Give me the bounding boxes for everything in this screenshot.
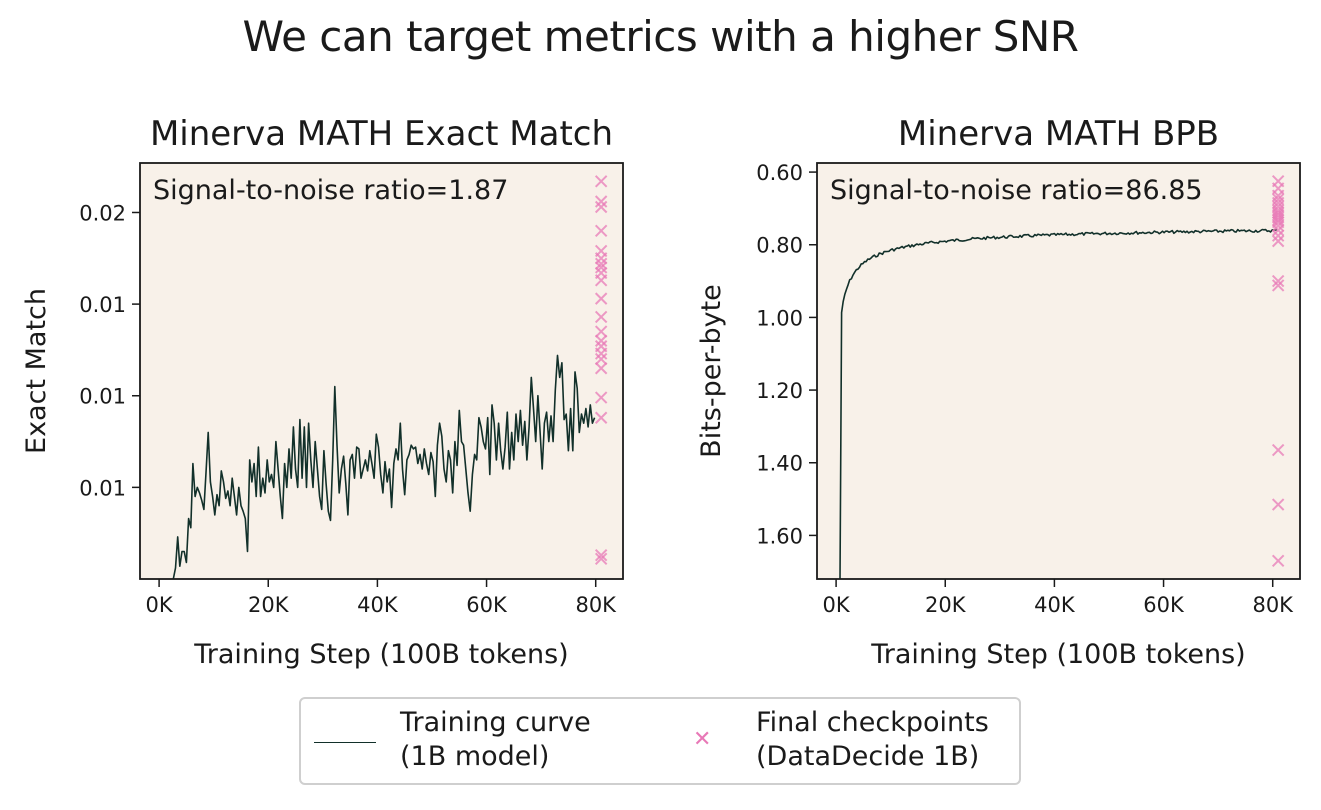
em-final-checkpoint-marker xyxy=(594,274,608,287)
bpb-final-checkpoint-marker xyxy=(1271,443,1285,457)
em-final-checkpoint-marker xyxy=(594,411,608,424)
bpb-final-checkpoint-marker xyxy=(1271,229,1285,242)
bpb-x-tick-label: 0K xyxy=(823,593,851,617)
em-x-tick-label: 0K xyxy=(146,593,174,617)
em-final-checkpoint-marker xyxy=(594,391,608,404)
em-final-checkpoint-marker xyxy=(594,310,608,324)
em-y-tick-label: 0.01 xyxy=(79,476,126,500)
em-final-checkpoint-marker xyxy=(594,257,608,271)
em-final-checkpoint-marker xyxy=(594,552,608,566)
em-final-checkpoint-marker xyxy=(594,261,608,274)
bpb-x-tick-label: 60K xyxy=(1143,593,1185,617)
em-x-tick-label: 60K xyxy=(466,593,508,617)
em-x-axis-label: Training Step (100B tokens) xyxy=(193,639,568,670)
bpb-y-tick-label: 1.00 xyxy=(756,306,803,330)
bpb-x-tick-label: 80K xyxy=(1252,593,1294,617)
em-plot-frame xyxy=(139,162,624,580)
legend-checkpoint-label-line1: Final checkpoints xyxy=(756,707,989,738)
em-final-checkpoint-marker xyxy=(594,362,608,375)
em-y-axis-label: Exact Match xyxy=(21,288,52,454)
bpb-final-checkpoint-marker xyxy=(1271,224,1285,237)
bpb-y-tick-label: 0.80 xyxy=(756,234,803,258)
em-chart-title: Minerva MATH Exact Match xyxy=(150,114,613,154)
legend-curve-swatch xyxy=(314,742,376,743)
bpb-final-checkpoint-marker xyxy=(1271,554,1285,568)
em-training-curve xyxy=(172,354,596,579)
em-final-checkpoint-marker xyxy=(594,548,608,562)
bpb-x-axis-label: Training Step (100B tokens) xyxy=(870,639,1245,670)
bpb-final-checkpoint-marker xyxy=(1271,274,1285,288)
legend-checkpoint-marker-icon: ✕ xyxy=(693,727,712,752)
em-final-checkpoint-marker xyxy=(594,175,608,188)
bpb-y-tick-label: 1.40 xyxy=(756,452,803,476)
bpb-chart: Minerva MATH BPB 0K 20K 40K 60K 80K 0.60 0.80 1.… xyxy=(696,114,1301,670)
em-final-checkpoint-marker xyxy=(594,252,608,265)
bpb-final-checkpoint-marker xyxy=(1271,234,1285,248)
bpb-y-tick-label: 1.20 xyxy=(756,379,803,403)
exact-match-chart: Minerva MATH Exact Match 0K 20K 40K 60K 80K 0.… xyxy=(21,114,624,670)
em-final-checkpoint-marker xyxy=(594,200,608,214)
bpb-plot-background xyxy=(817,163,1300,579)
em-final-checkpoint-marker xyxy=(594,292,608,305)
bpb-x-tick-label: 20K xyxy=(925,593,967,617)
bpb-final-checkpoint-marker xyxy=(1271,213,1285,227)
bpb-plot-frame xyxy=(816,162,1301,580)
em-y-tick-label: 0.01 xyxy=(79,293,126,317)
bpb-snr-annotation: Signal-to-noise ratio=86.85 xyxy=(830,175,1203,206)
em-y-tick-label: 0.02 xyxy=(79,201,126,225)
em-final-checkpoint-marker xyxy=(594,325,608,338)
em-final-checkpoint-marker xyxy=(594,334,608,347)
em-x-tick-label: 80K xyxy=(575,593,617,617)
figure-title: We can target metrics with a higher SNR xyxy=(242,12,1079,61)
bpb-final-checkpoint-marker xyxy=(1271,219,1285,233)
bpb-y-tick-label: 1.60 xyxy=(756,524,803,548)
bpb-y-axis-label: Bits-per-byte xyxy=(696,284,727,458)
legend: Training curve (1B model) ✕ Final checkp… xyxy=(299,697,1021,785)
em-x-tick-label: 20K xyxy=(248,593,290,617)
bpb-final-checkpoint-marker xyxy=(1271,498,1285,511)
em-final-checkpoint-marker xyxy=(594,352,608,366)
legend-curve-label-line2: (1B model) xyxy=(400,741,550,772)
bpb-chart-title: Minerva MATH BPB xyxy=(898,114,1219,154)
bpb-y-tick-label: 0.60 xyxy=(756,161,803,185)
bpb-final-checkpoint-marker xyxy=(1271,279,1285,292)
em-y-tick-label: 0.01 xyxy=(79,385,126,409)
em-final-checkpoint-marker xyxy=(594,347,608,360)
em-plot-background xyxy=(140,163,623,579)
em-x-tick-label: 40K xyxy=(357,593,399,617)
bpb-training-curve xyxy=(839,228,1278,579)
em-snr-annotation: Signal-to-noise ratio=1.87 xyxy=(153,175,508,206)
legend-curve-label-line1: Training curve xyxy=(400,707,591,738)
bpb-x-tick-label: 40K xyxy=(1034,593,1076,617)
em-final-checkpoint-marker xyxy=(594,195,608,208)
em-final-checkpoint-marker xyxy=(594,224,608,238)
legend-checkpoint-label-line2: (DataDecide 1B) xyxy=(756,741,980,772)
